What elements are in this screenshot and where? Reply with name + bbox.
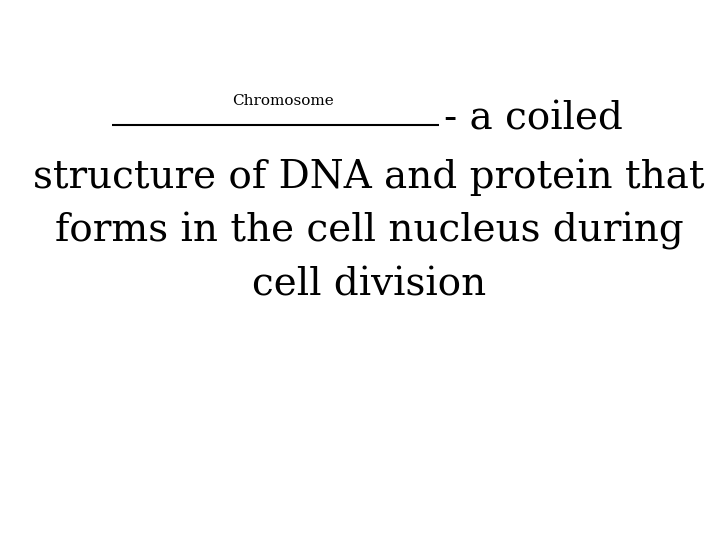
Text: structure of DNA and protein that: structure of DNA and protein that (33, 158, 705, 196)
Text: - a coiled: - a coiled (444, 100, 624, 137)
Text: cell division: cell division (252, 267, 486, 303)
Text: forms in the cell nucleus during: forms in the cell nucleus during (55, 212, 683, 250)
Text: Chromosome: Chromosome (232, 94, 333, 109)
